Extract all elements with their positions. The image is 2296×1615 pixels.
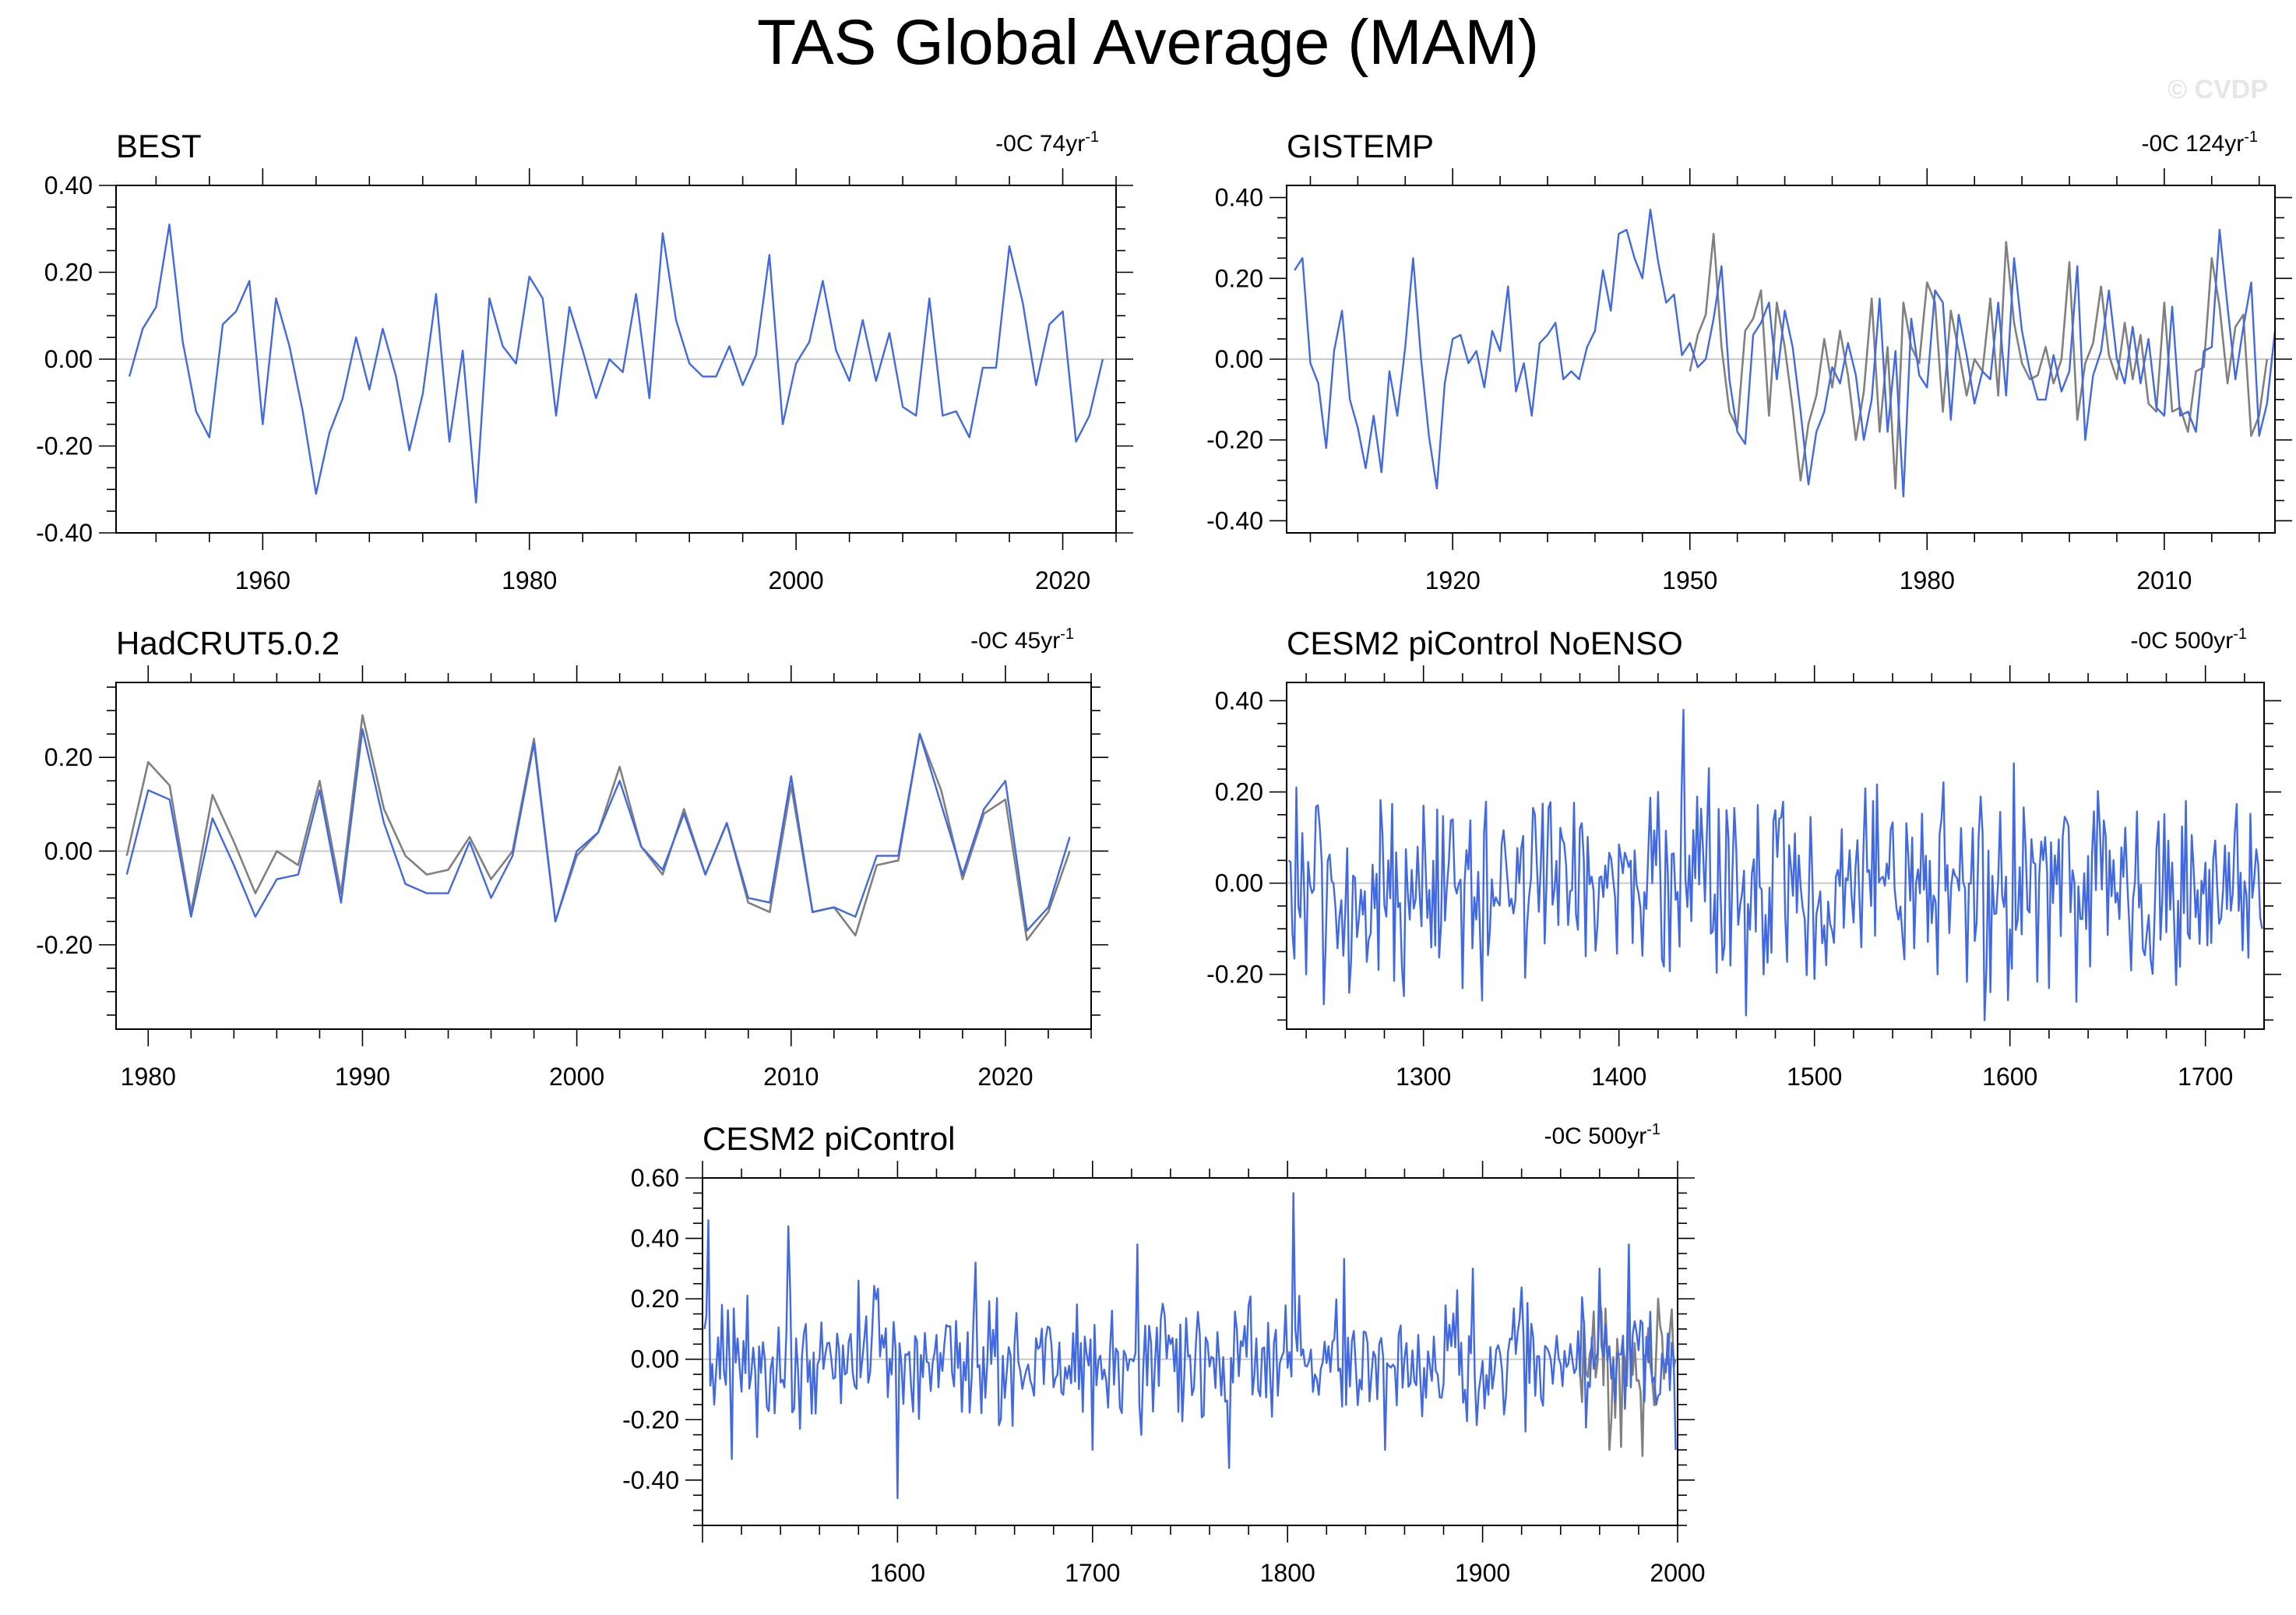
y-tick-label: -0.40 (1206, 506, 1263, 534)
panel-title: CESM2 piControl NoENSO (1287, 625, 1683, 661)
panel-title: CESM2 piControl (703, 1120, 955, 1157)
y-tick-label: -0.20 (36, 432, 93, 460)
y-tick-label: -0.40 (622, 1466, 679, 1494)
x-tick-label: 2020 (977, 1063, 1033, 1091)
x-tick-label: 2010 (763, 1063, 819, 1091)
trend-label-superscript: -1 (2244, 129, 2258, 146)
trend-label: -0C 74yr-1 (995, 129, 1099, 157)
panel-cesm2-picontrol-noenso: -0.20 0.00 0.20 0.40 1300 1400 1500 1600 1700 CES… (1206, 625, 2281, 1091)
trend-label-superscript: -1 (2233, 626, 2247, 643)
y-tick-label: 0.20 (631, 1285, 679, 1313)
series-line-observations-grey- (1689, 232, 2269, 490)
x-tick-label: 1700 (2178, 1063, 2233, 1091)
x-tick-label: 1700 (1065, 1559, 1120, 1587)
panel-cesm2-picontrol: -0.40 -0.20 0.00 0.20 0.40 0.60 1600 1700 1800 19… (622, 1120, 1706, 1587)
series-line-cesm2-picontrol-noenso (1287, 708, 2263, 1021)
x-tick-label: 1960 (235, 566, 291, 594)
series-line-observations-grey- (125, 714, 1071, 941)
y-tick-label: 0.20 (44, 259, 93, 287)
series-line-cesm2-picontrol (703, 1192, 1677, 1500)
x-tick-label: 1980 (1900, 566, 1955, 594)
y-tick-label: 0.20 (44, 743, 93, 771)
y-tick-label: -0.20 (1206, 961, 1263, 989)
x-tick-label: 1990 (335, 1063, 390, 1091)
x-tick-label: 2000 (769, 566, 824, 594)
x-tick-label: 1300 (1396, 1063, 1451, 1091)
panel-title: BEST (116, 128, 202, 164)
x-tick-label: 1920 (1425, 566, 1481, 594)
y-tick-label: 0.20 (1215, 778, 1263, 806)
y-tick-label: 0.40 (631, 1225, 679, 1253)
x-tick-label: 1900 (1455, 1559, 1510, 1587)
y-tick-label: 0.00 (631, 1345, 679, 1373)
y-tick-label: 0.00 (1215, 869, 1263, 897)
plot-frame (702, 1177, 1678, 1526)
y-tick-label: -0.40 (36, 519, 93, 547)
x-tick-label: 1500 (1787, 1063, 1842, 1091)
page-title: TAS Global Average (MAM) (756, 7, 1540, 78)
x-tick-label: 2000 (1650, 1559, 1705, 1587)
trend-label: -0C 500yr-1 (1544, 1121, 1660, 1149)
series-line-best (128, 224, 1104, 504)
x-tick-label: 2000 (549, 1063, 604, 1091)
x-tick-label: 1600 (1982, 1063, 2037, 1091)
x-tick-label: 1800 (1260, 1559, 1315, 1587)
x-tick-label: 1600 (870, 1559, 925, 1587)
y-tick-label: 0.00 (1215, 345, 1263, 373)
x-tick-label: 2020 (1035, 566, 1090, 594)
y-tick-label: 0.40 (1215, 184, 1263, 212)
x-tick-label: 1950 (1662, 566, 1717, 594)
y-tick-label: -0.20 (36, 931, 93, 959)
x-tick-label: 1980 (121, 1063, 176, 1091)
trend-label: -0C 124yr-1 (2141, 129, 2258, 157)
series-line-gistemp (1294, 208, 2277, 498)
x-tick-label: 2010 (2136, 566, 2192, 594)
panel-title: HadCRUT5.0.2 (116, 625, 340, 661)
y-tick-label: 0.00 (44, 837, 93, 865)
panel-hadcrut: -0.20 0.00 0.20 1980 1990 2000 2010 2020 HadCRUT… (36, 625, 1108, 1091)
panel-gistemp: -0.40 -0.20 0.00 0.20 0.40 1920 1950 1980 2010 GI… (1206, 128, 2292, 594)
trend-label-superscript: -1 (1646, 1121, 1660, 1138)
trend-label: -0C 45yr-1 (970, 626, 1074, 654)
x-tick-label: 1400 (1591, 1063, 1646, 1091)
x-tick-label: 1980 (502, 566, 557, 594)
y-tick-label: -0.20 (622, 1405, 679, 1433)
trend-label-superscript: -1 (1085, 129, 1099, 146)
y-tick-label: 0.40 (44, 171, 93, 199)
watermark-text: © CVDP (2167, 75, 2268, 104)
panel-best: -0.40 -0.20 0.00 0.20 0.40 1960 1980 2000 2020 BE… (36, 128, 1133, 594)
panel-title: GISTEMP (1287, 128, 1434, 164)
y-tick-label: -0.20 (1206, 426, 1263, 454)
y-tick-label: 0.60 (631, 1164, 679, 1192)
y-tick-label: 0.00 (44, 345, 93, 373)
series-line-hadcrut5-0-2 (125, 728, 1071, 932)
plot-frame (1286, 682, 2265, 1030)
trend-label-superscript: -1 (1060, 626, 1074, 643)
y-tick-label: 0.20 (1215, 264, 1263, 292)
trend-label: -0C 500yr-1 (2130, 626, 2247, 654)
plot-frame (115, 682, 1092, 1030)
y-tick-label: 0.40 (1215, 686, 1263, 714)
